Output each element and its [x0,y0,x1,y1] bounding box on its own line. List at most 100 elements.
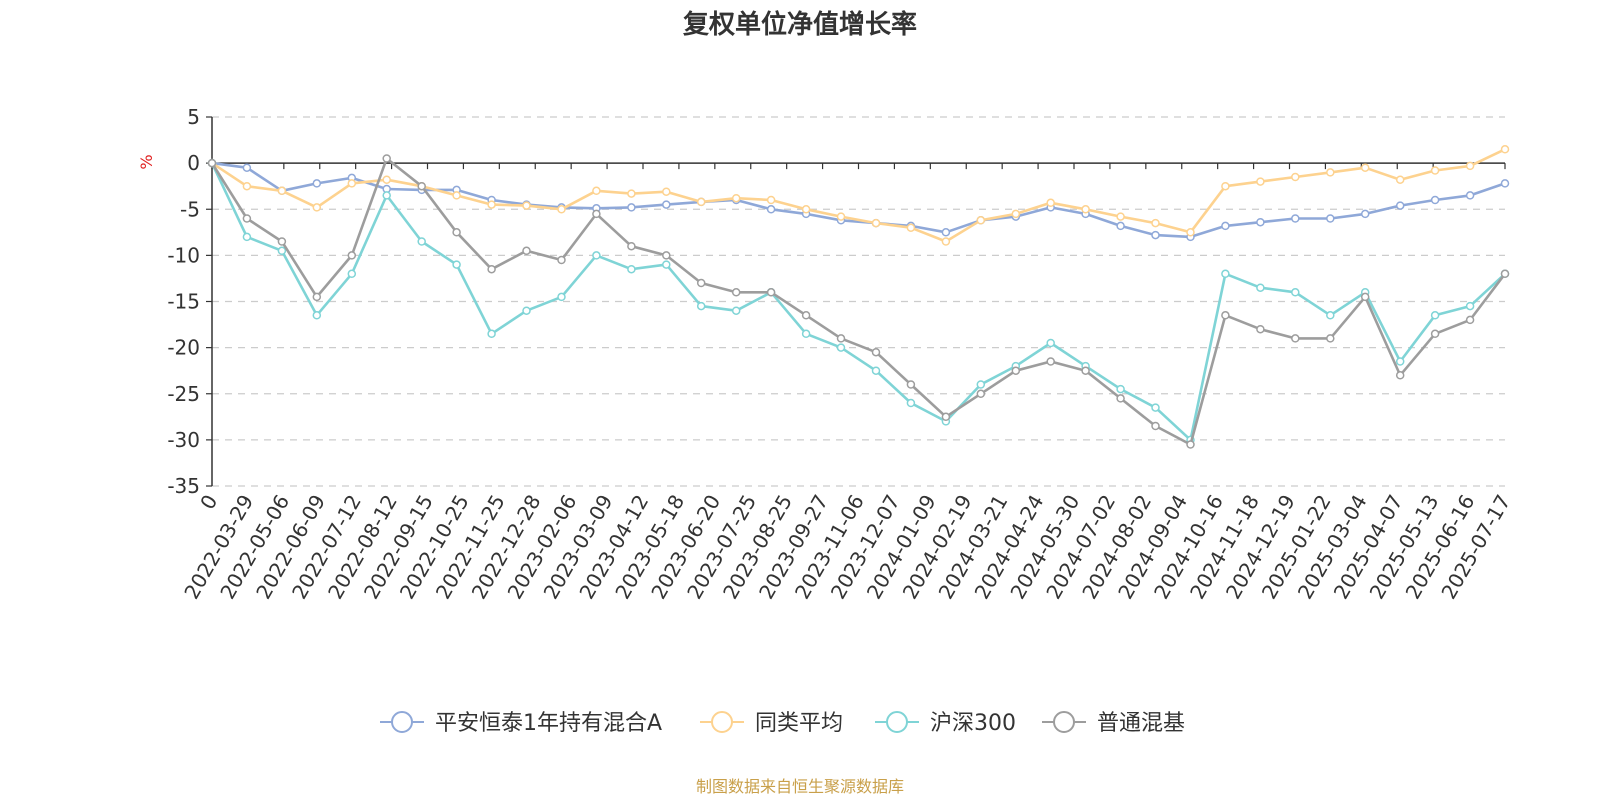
series-point-3 [1186,440,1195,449]
series-point-1 [1221,181,1230,191]
series-point-1 [1395,175,1405,184]
series-point-0 [1326,214,1335,223]
series-point-0 [627,203,636,212]
series-point-2 [1116,384,1125,394]
series-point-0 [312,179,322,188]
series-point-2 [1291,288,1300,297]
series-point-3 [207,158,217,168]
series-point-2 [1151,403,1160,412]
series-point-2 [277,246,287,256]
series-point-1 [766,195,776,205]
series-point-2 [347,269,357,279]
series-point-2 [801,329,811,339]
series-point-2 [1465,301,1475,311]
series-point-0 [662,200,671,209]
series-point-2 [1395,357,1405,366]
series-point-3 [766,288,776,297]
series-point-0 [1151,230,1160,240]
series-point-1 [277,186,287,196]
series-point-3 [1291,334,1300,343]
series-point-2 [242,232,252,242]
series-point-1 [1430,166,1440,175]
series-point-2 [1046,338,1055,348]
series-line-2 [210,162,1506,442]
series-line-3 [210,157,1507,446]
series-point-3 [662,251,671,260]
legend-swatch-marker [1053,711,1075,733]
series-point-0 [1360,209,1370,219]
series-point-0 [1395,201,1405,210]
series-point-2 [836,343,846,352]
y-tick-label: -20 [167,336,200,360]
y-axis-unit: % [137,154,156,169]
legend-label: 沪深300 [930,711,1016,736]
legend-label: 平安恒泰1年持有混合A [435,711,662,736]
series-point-2 [312,311,322,320]
series-point-3 [557,255,566,265]
series-point-3 [1500,269,1510,279]
series-point-3 [487,264,496,274]
y-tick-label: -25 [167,382,200,406]
series-lines [207,145,1510,449]
series-point-0 [1430,195,1440,205]
series-point-2 [731,306,741,315]
footer-source: 制图数据来自恒生聚源数据库 [696,777,904,796]
legend: 平安恒泰1年持有混合A 同类平均 沪深300 普通混基 [380,711,1185,736]
series-point-0 [1500,179,1510,188]
series-point-1 [1291,172,1300,182]
series-point-1 [312,203,322,212]
series-point-3 [1221,311,1230,320]
series-point-3 [277,237,287,246]
y-tick-label: -15 [167,290,200,314]
series-line-1 [211,148,1506,243]
series-point-3 [941,412,951,422]
series-point-1 [1500,145,1510,154]
series-point-2 [906,398,916,408]
series-point-2 [522,306,531,315]
series-point-2 [382,191,391,200]
legend-label: 同类平均 [755,711,843,736]
series-point-2 [1430,311,1440,320]
legend-item-0[interactable]: 平安恒泰1年持有混合A [380,711,662,736]
series-point-3 [1360,292,1370,302]
y-tick-labels: 5 0 -5 -10 -15 -20 -25 -30 -35 [167,105,200,498]
series-point-3 [312,292,322,302]
series-point-1 [1186,228,1195,237]
legend-swatch-marker [886,711,908,733]
legend-item-2[interactable]: 沪深300 [875,711,1016,736]
series-point-3 [836,334,846,343]
series-point-0 [941,228,951,237]
series-point-1 [592,186,601,196]
series-point-3 [592,209,601,219]
series-point-1 [1081,205,1090,214]
series-point-1 [452,191,461,200]
series-point-1 [976,216,986,225]
legend-item-3[interactable]: 普通混基 [1042,711,1185,736]
series-line-0 [211,161,1506,239]
series-point-1 [836,212,846,221]
series-point-2 [487,329,496,339]
series-point-3 [452,228,461,237]
series-point-2 [1326,311,1335,320]
series-point-2 [1221,269,1230,279]
legend-swatch-marker [391,711,413,733]
series-point-3 [1151,421,1160,431]
legend-item-1[interactable]: 同类平均 [700,711,843,736]
series-point-1 [1256,177,1265,186]
series-point-1 [1116,212,1125,221]
series-point-1 [242,181,252,191]
series-point-3 [1256,324,1265,334]
series-point-3 [627,241,636,251]
series-point-1 [1046,198,1055,208]
series-point-1 [906,223,916,232]
series-point-1 [1326,168,1335,177]
series-point-0 [1291,214,1300,223]
series-point-1 [662,187,671,196]
y-tick-label: 5 [187,105,200,129]
series-point-3 [906,380,916,389]
series-point-1 [1011,209,1021,219]
series-point-3 [1465,315,1475,325]
x-tick-labels: 02022-03-292022-05-062022-06-092022-07-1… [179,490,1515,603]
series-point-0 [1256,217,1265,227]
series-point-2 [871,366,881,375]
